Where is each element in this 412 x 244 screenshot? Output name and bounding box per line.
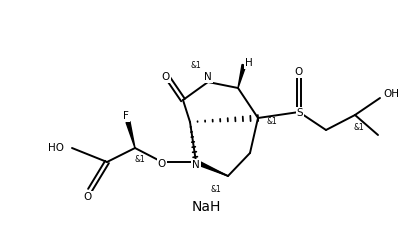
Text: O: O [158, 159, 166, 169]
Text: &1: &1 [135, 155, 145, 164]
Text: O: O [84, 192, 92, 202]
Text: &1: &1 [191, 61, 201, 71]
Polygon shape [238, 64, 246, 88]
Text: NaH: NaH [191, 200, 221, 214]
Text: &1: &1 [267, 118, 277, 126]
Text: O: O [162, 72, 170, 82]
Polygon shape [126, 122, 135, 148]
Text: N: N [204, 72, 212, 82]
Text: HO: HO [48, 143, 64, 153]
Text: &1: &1 [211, 185, 221, 194]
Polygon shape [195, 160, 228, 176]
Text: F: F [123, 111, 129, 121]
Text: S: S [297, 108, 303, 118]
Text: OH: OH [383, 89, 399, 99]
Text: &1: &1 [353, 122, 364, 132]
Text: N: N [192, 160, 200, 170]
Text: O: O [295, 67, 303, 77]
Text: H: H [245, 58, 253, 68]
